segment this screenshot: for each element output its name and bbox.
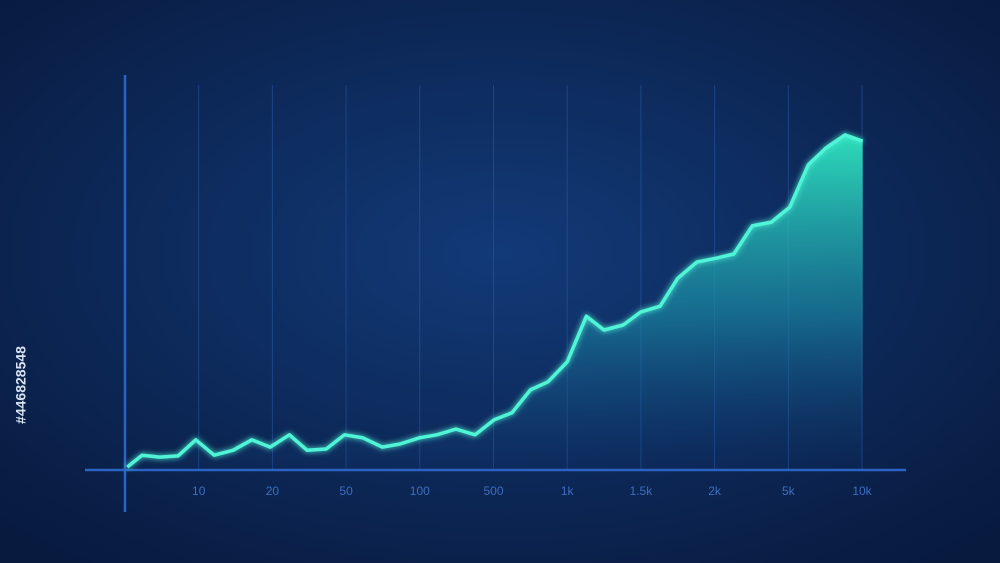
- side-label: #446828548: [13, 346, 29, 424]
- x-tick-label: 1.5k: [630, 484, 654, 498]
- x-tick-label: 5k: [782, 484, 796, 498]
- x-tick-label: 2k: [708, 484, 722, 498]
- x-tick-label: 10k: [852, 484, 872, 498]
- x-tick-label: 20: [266, 484, 280, 498]
- x-tick-label: 10: [192, 484, 206, 498]
- x-tick-label: 1k: [561, 484, 575, 498]
- x-tick-label: 100: [410, 484, 430, 498]
- line: [126, 133, 864, 469]
- x-tick-label: 500: [483, 484, 503, 498]
- area: [127, 134, 863, 469]
- x-tick-label: 50: [339, 484, 353, 498]
